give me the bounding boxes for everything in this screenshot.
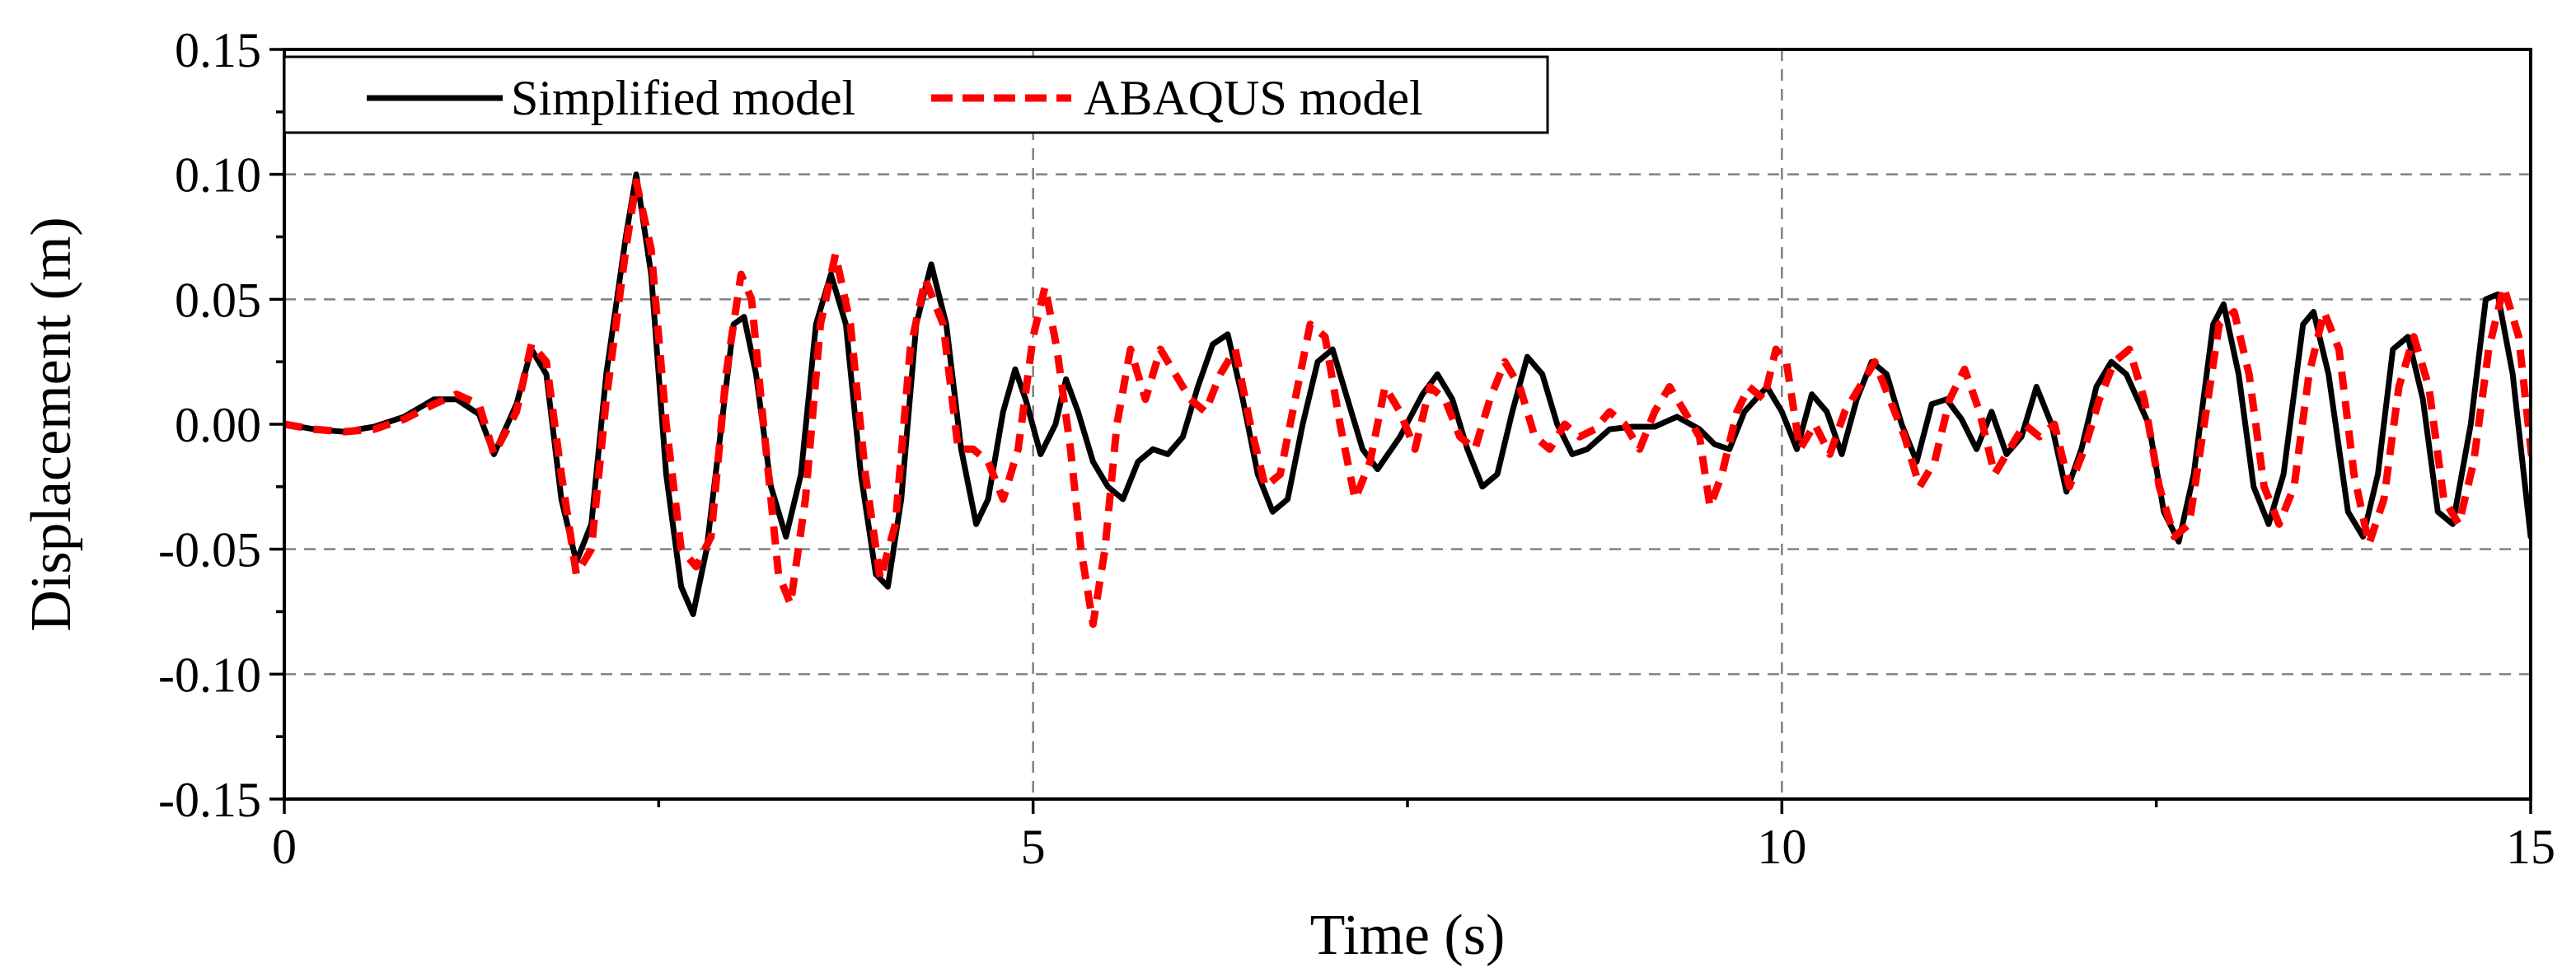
legend: Simplified model ABAQUS model: [283, 55, 1549, 134]
x-tick-label: 0: [272, 820, 297, 874]
x-tick-label: 5: [1021, 820, 1046, 874]
y-tick-label: -0.10: [158, 647, 261, 702]
y-tick-label: 0.00: [175, 398, 261, 452]
y-tick-label: 0.10: [175, 148, 261, 203]
series-layer: [284, 171, 2531, 629]
x-axis-title: Time (s): [1310, 904, 1506, 967]
x-tick-label: 10: [1757, 820, 1806, 874]
y-tick-label: 0.15: [175, 23, 261, 77]
legend-label-abaqus: ABAQUS model: [1084, 71, 1423, 125]
y-tick-label: -0.05: [158, 523, 261, 577]
series-line-simplified-model: [284, 171, 2531, 617]
y-tick-label: 0.05: [175, 273, 261, 327]
grid-lines: [284, 49, 2531, 799]
axis-ticks: 0 5 10 15 -0.15 -0.10 -0.05 0.00 0.05 0.10 0.15: [158, 23, 2555, 874]
legend-label-simplified: Simplified model: [511, 71, 855, 125]
x-tick-label: 15: [2506, 820, 2555, 874]
y-tick-label: -0.15: [158, 773, 261, 827]
series-line-abaqus-model: [284, 178, 2531, 629]
legend-box: [283, 55, 1549, 134]
y-axis-title: Displacement (m): [20, 217, 83, 631]
